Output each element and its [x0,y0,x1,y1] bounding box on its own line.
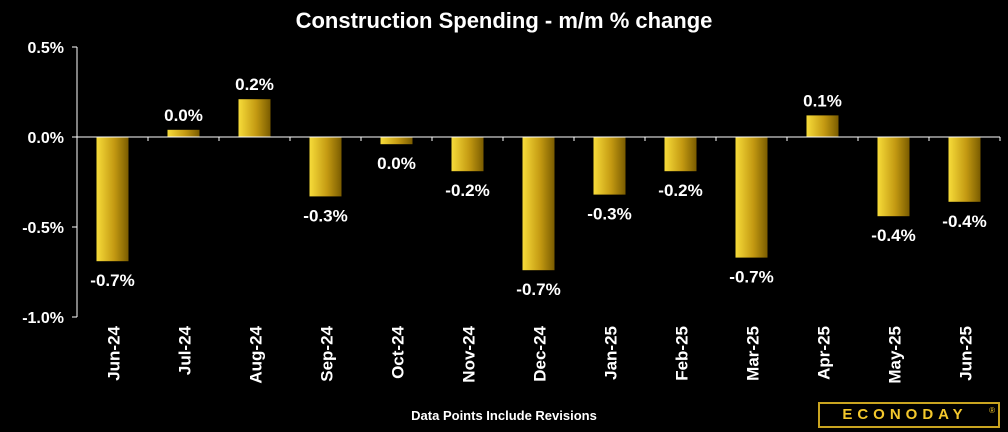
x-tick-label: May-25 [886,326,905,384]
y-axis: 0.5% 0.0% -0.5% -1.0% [22,40,78,327]
x-tick-label: Nov-24 [460,325,479,382]
y-tick-label: 0.5% [28,40,64,57]
x-axis: Jun-24 Jul-24 Aug-24 Sep-24 Oct-24 Nov-24 Dec-… [76,136,1001,384]
bar-jan-25 [593,137,626,195]
data-label: 0.2% [235,75,274,94]
data-label: -0.3% [587,205,631,224]
econoday-logo: ECONODAY ® [818,402,1000,428]
data-label: 0.0% [377,154,416,173]
data-label: -0.7% [729,268,773,287]
data-label: 0.0% [164,106,203,125]
bar-nov-24 [451,137,484,172]
data-label: -0.2% [445,181,489,200]
bar-feb-25 [664,137,697,172]
bar-jul-24 [167,129,200,137]
y-tick-label: 0.0% [28,130,64,147]
data-label: 0.1% [803,91,842,110]
x-tick-label: Dec-24 [531,325,550,381]
x-tick-label: Feb-25 [673,326,692,381]
data-label: -0.3% [303,206,347,225]
data-labels: -0.7% 0.0% 0.2% -0.3% 0.0% -0.2% -0.7% -0.3% -0.… [90,75,986,299]
x-tick-label: Oct-24 [389,325,408,378]
bars [96,99,981,271]
x-tick-label: Jun-25 [957,326,976,381]
footnote: Data Points Include Revisions [411,408,597,423]
bar-mar-25 [735,137,768,258]
y-tick-label: -0.5% [22,220,64,237]
bar-jun-25 [948,137,981,202]
bar-aug-24 [238,99,271,137]
data-label: -0.7% [90,271,134,290]
bar-apr-25 [806,115,839,137]
data-label: -0.2% [658,181,702,200]
bar-dec-24 [522,137,555,271]
x-tick-label: Jul-24 [176,325,195,375]
data-label: -0.4% [942,212,986,231]
x-tick-label: Sep-24 [318,325,337,381]
data-label: -0.7% [516,280,560,299]
y-tick-label: -1.0% [22,310,64,327]
x-tick-label: Aug-24 [247,325,266,383]
bar-may-25 [877,137,910,217]
registered-mark: ® [989,406,995,415]
chart-title: Construction Spending - m/m % change [295,8,713,33]
bar-jun-24 [96,137,129,262]
data-label: -0.4% [871,226,915,245]
logo-text: ECONODAY [842,406,968,423]
x-tick-label: Mar-25 [744,326,763,381]
bar-oct-24 [380,137,413,145]
bar-sep-24 [309,137,342,197]
x-tick-label: Apr-25 [815,326,834,380]
x-tick-label: Jan-25 [602,326,621,380]
x-tick-label: Jun-24 [105,325,124,380]
